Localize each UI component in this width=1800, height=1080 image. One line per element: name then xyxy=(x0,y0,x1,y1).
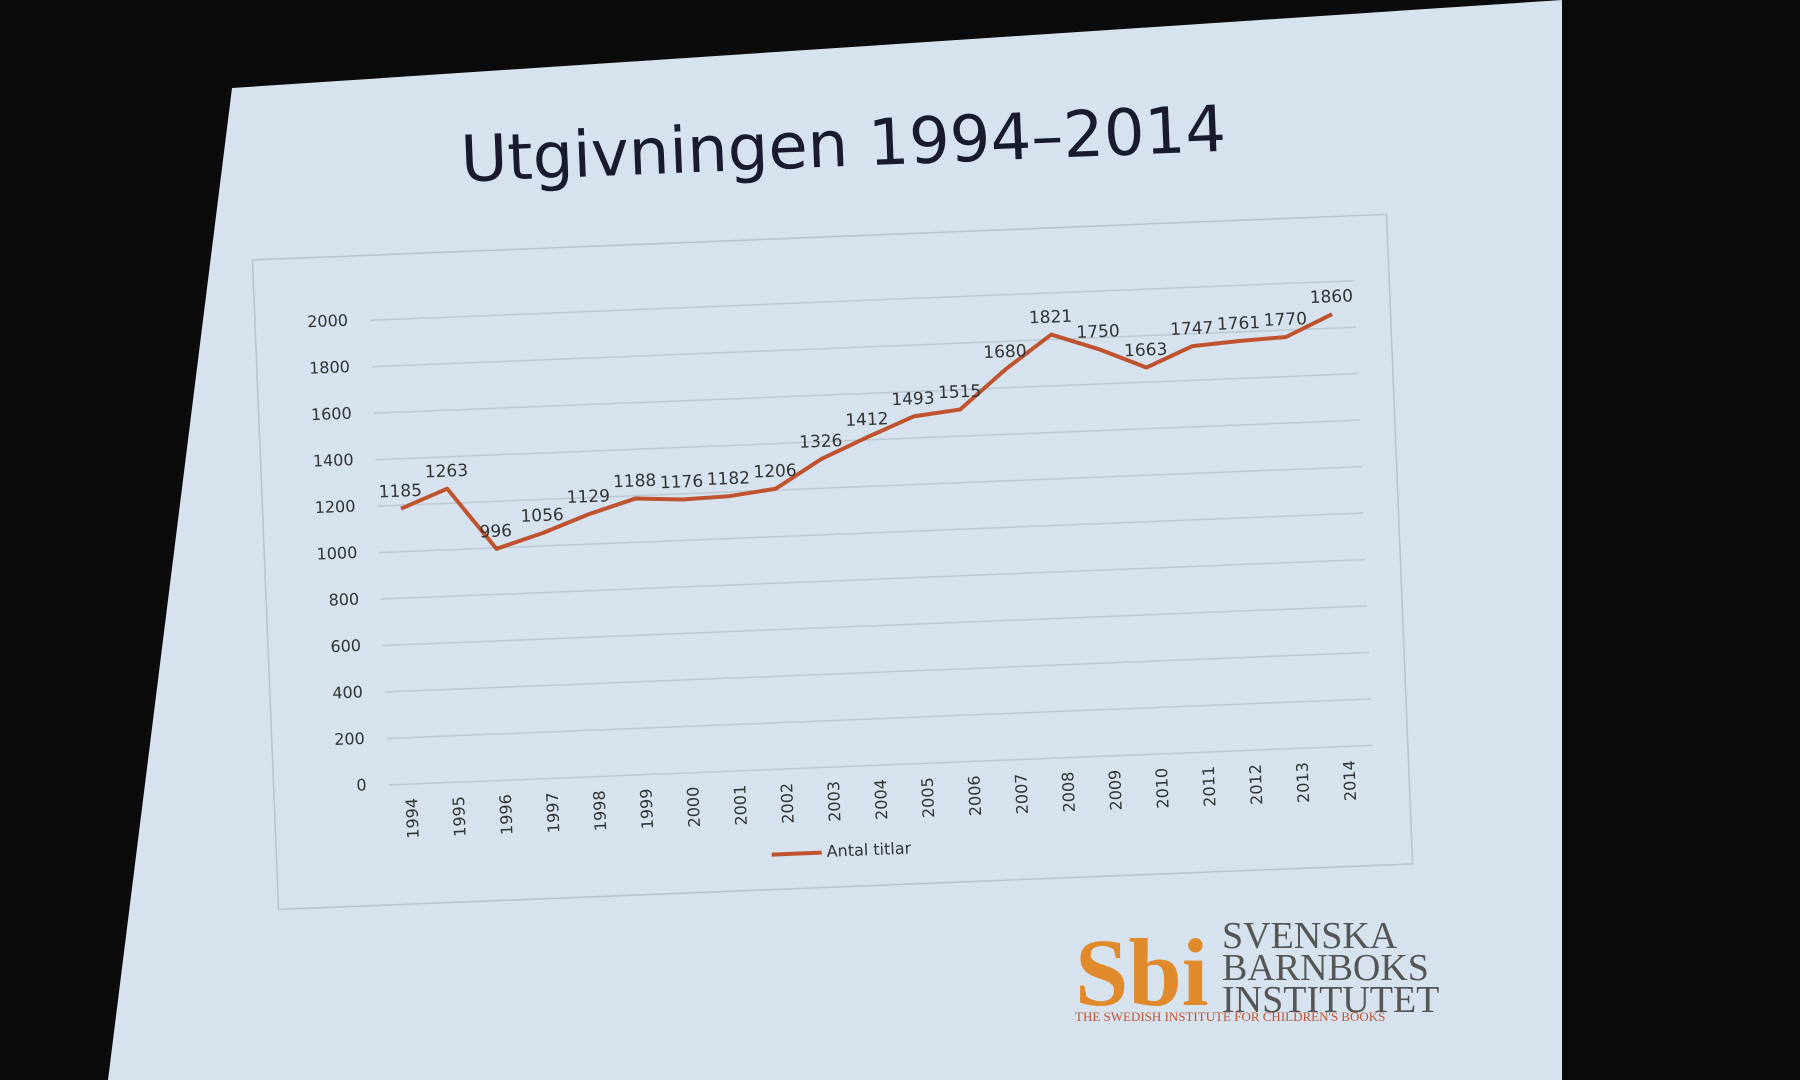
data-label: 1263 xyxy=(424,461,468,483)
y-tick-label: 200 xyxy=(334,729,365,749)
x-tick-label: 2009 xyxy=(1105,769,1126,810)
logo: Sbi SVENSKA BARNBOKS INSTITUTET THE SWED… xyxy=(1075,915,1439,1026)
logo-mark: Sbi xyxy=(1075,919,1208,1026)
legend-label: Antal titlar xyxy=(826,838,912,860)
x-tick-label: 2000 xyxy=(683,786,704,827)
y-tick-label: 1000 xyxy=(316,543,357,564)
x-tick-label: 2002 xyxy=(777,783,798,824)
grid-line xyxy=(377,465,1362,507)
x-tick-label: 2004 xyxy=(871,779,892,820)
data-label: 1176 xyxy=(660,472,704,494)
chart-frame xyxy=(251,213,1414,911)
y-tick-label: 1400 xyxy=(312,450,353,471)
grid-line xyxy=(379,512,1364,554)
x-tick-label: 1994 xyxy=(402,798,423,839)
data-line xyxy=(400,312,1333,551)
grid-line xyxy=(375,419,1360,461)
grid-line xyxy=(369,279,1355,322)
legend-swatch xyxy=(771,850,822,857)
data-label: 1129 xyxy=(566,486,610,508)
y-tick-label: 1600 xyxy=(311,404,352,425)
data-label: 1761 xyxy=(1217,313,1261,335)
x-tick-label: 2014 xyxy=(1339,760,1360,801)
x-tick-label: 1997 xyxy=(543,792,564,833)
grid-line xyxy=(381,558,1366,600)
grid-line xyxy=(383,605,1368,647)
y-tick-label: 800 xyxy=(328,589,359,609)
y-tick-label: 400 xyxy=(332,682,363,702)
x-tick-label: 2013 xyxy=(1293,762,1314,803)
data-label: 996 xyxy=(479,521,512,542)
y-tick-label: 600 xyxy=(330,636,361,656)
data-label: 1185 xyxy=(378,481,422,503)
data-label: 1056 xyxy=(520,505,564,527)
slide xyxy=(108,0,1562,1080)
data-label: 1750 xyxy=(1076,321,1120,343)
logo-tagline: THE SWEDISH INSTITUTE FOR CHILDREN'S BOO… xyxy=(1075,1009,1385,1024)
data-label: 1747 xyxy=(1170,318,1214,340)
x-tick-label: 2006 xyxy=(965,775,986,816)
y-tick-label: 1200 xyxy=(314,497,355,518)
data-label: 1821 xyxy=(1029,307,1073,329)
y-tick-label: 0 xyxy=(356,775,367,794)
x-tick-label: 2005 xyxy=(918,777,939,818)
y-tick-label: 2000 xyxy=(307,311,348,332)
logo-line: SVENSKA xyxy=(1222,915,1398,957)
data-label: 1860 xyxy=(1309,286,1353,308)
grid-line xyxy=(384,651,1370,693)
data-label: 1515 xyxy=(938,382,982,404)
x-tick-label: 2011 xyxy=(1199,766,1220,807)
x-tick-label: 1996 xyxy=(496,794,517,835)
x-tick-label: 2010 xyxy=(1152,767,1173,808)
grid-line xyxy=(386,698,1372,740)
x-tick-label: 1995 xyxy=(449,796,470,837)
logo-line: INSTITUTET xyxy=(1222,979,1439,1021)
data-label: 1182 xyxy=(706,468,750,490)
data-label: 1188 xyxy=(613,471,657,493)
x-tick-label: 2001 xyxy=(730,784,751,825)
x-tick-label: 2008 xyxy=(1058,771,1079,812)
data-label: 1206 xyxy=(753,461,797,483)
grid-line xyxy=(388,744,1373,786)
data-label: 1326 xyxy=(799,431,843,453)
grid-line xyxy=(371,326,1357,368)
x-tick-label: 2007 xyxy=(1011,773,1032,814)
logo-line: BARNBOKS xyxy=(1222,947,1429,989)
data-label: 1663 xyxy=(1124,340,1168,362)
y-tick-label: 1800 xyxy=(309,357,350,378)
x-tick-label: 2012 xyxy=(1246,764,1267,805)
x-tick-label: 1998 xyxy=(590,790,611,831)
data-label: 1680 xyxy=(983,341,1027,363)
data-label: 1412 xyxy=(845,409,889,431)
data-label: 1770 xyxy=(1263,309,1307,331)
data-label: 1493 xyxy=(891,389,935,411)
x-tick-label: 2003 xyxy=(824,781,845,822)
x-tick-label: 1999 xyxy=(636,788,657,829)
grid-line xyxy=(373,372,1358,414)
